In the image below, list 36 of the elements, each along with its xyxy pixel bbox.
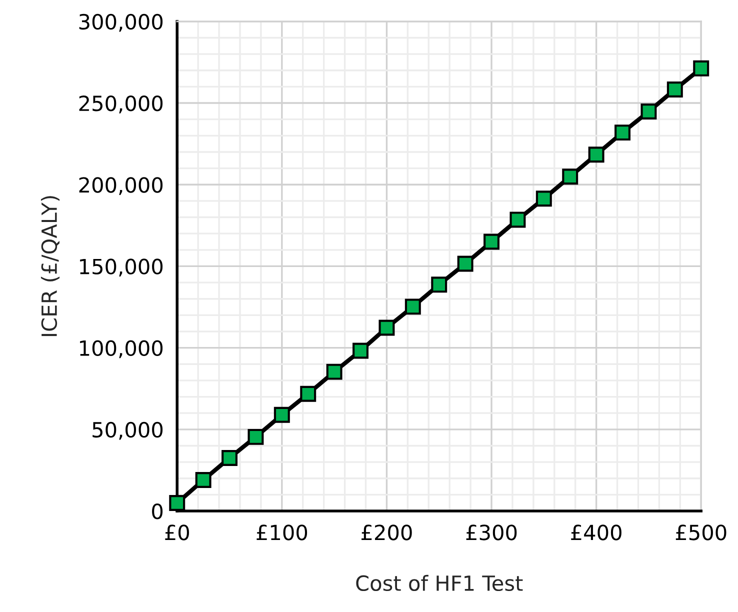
- x-tick-label: £200: [362, 524, 412, 540]
- x-tick-label: £100: [256, 524, 308, 540]
- point: [457, 256, 474, 272]
- x-tick-label: £300: [466, 524, 517, 540]
- point: [248, 428, 264, 445]
- point: [274, 406, 290, 423]
- y-tick-label: 150,000: [80, 258, 163, 277]
- point: [588, 146, 604, 163]
- point: [484, 234, 500, 250]
- y-tick-label: 300,000: [79, 14, 163, 32]
- point: [510, 212, 526, 228]
- point: [195, 472, 212, 488]
- point: [404, 298, 421, 315]
- y-tick-label: 50,000: [92, 422, 163, 440]
- x-tick-label: £0: [165, 524, 189, 540]
- x-axis-title: Cost of HF1 Test: [356, 574, 523, 592]
- point: [222, 450, 238, 466]
- point: [562, 168, 578, 185]
- point: [666, 81, 683, 98]
- point: [536, 190, 552, 207]
- point: [169, 495, 186, 512]
- point: [326, 364, 342, 380]
- y-tick-label: 200,000: [79, 177, 163, 195]
- point: [431, 276, 448, 293]
- point: [300, 386, 316, 402]
- y-tick-label: 0: [152, 503, 163, 520]
- y-axis-title: ICER (£/QALY): [40, 196, 60, 336]
- y-tick-label: 250,000: [79, 95, 163, 114]
- point: [352, 342, 368, 359]
- point: [378, 320, 395, 336]
- y-tick-label: 100,000: [80, 340, 163, 358]
- point: [693, 60, 710, 76]
- point: [614, 124, 630, 141]
- x-tick-label: £500: [676, 524, 726, 540]
- x-tick-label: £400: [571, 524, 622, 540]
- point: [640, 104, 657, 120]
